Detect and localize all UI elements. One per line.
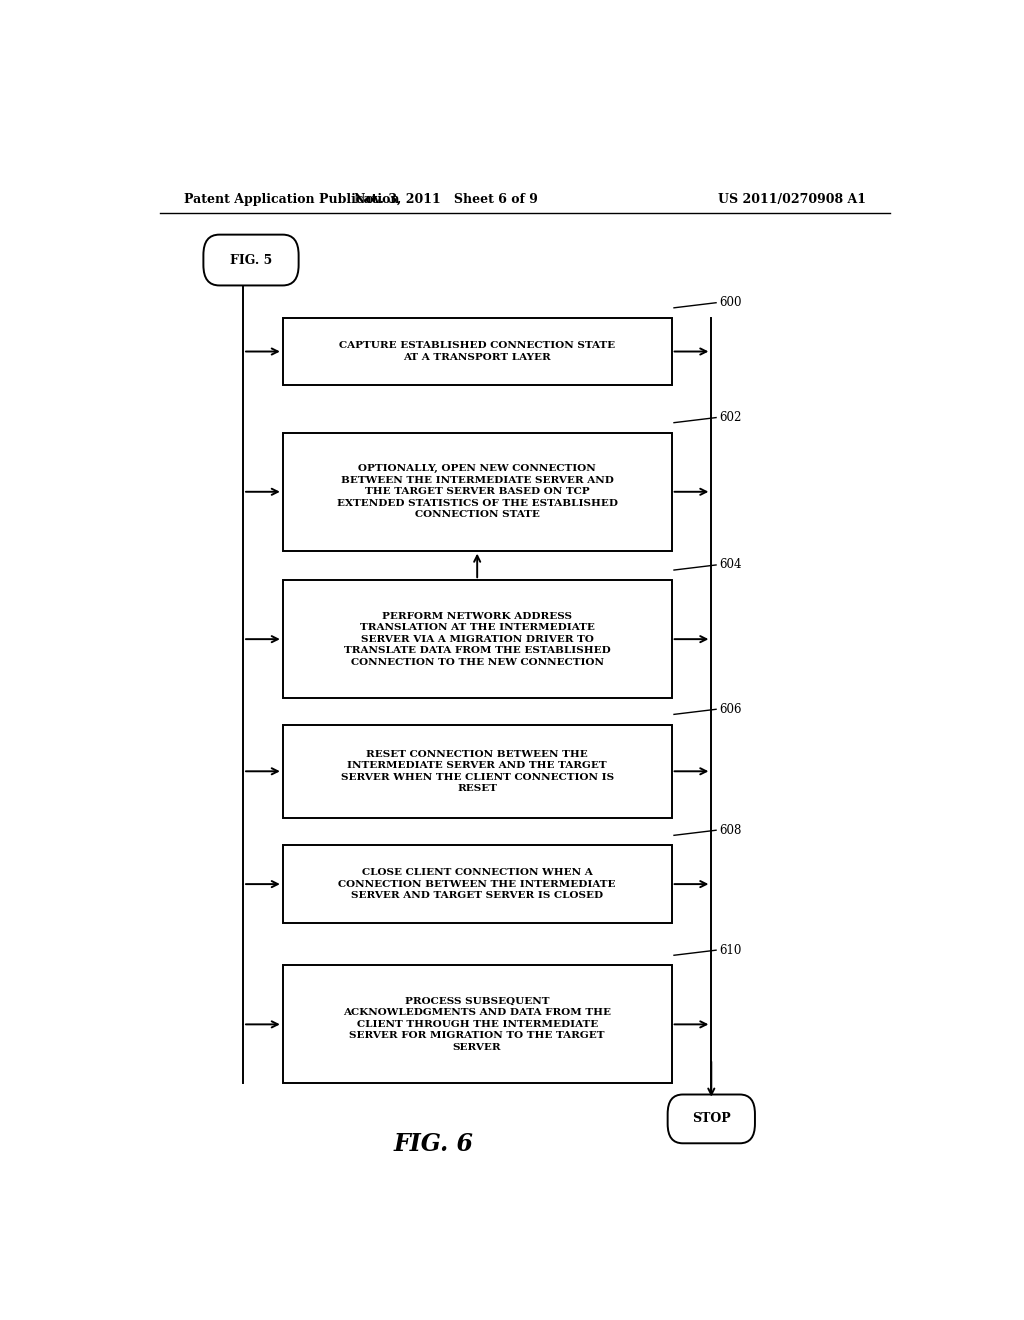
Bar (283, 965, 672, 1084)
Text: 600: 600 (719, 296, 741, 309)
Text: PROCESS SUBSEQUENT
ACKNOWLEDGMENTS AND DATA FROM THE
CLIENT THROUGH THE INTERMED: PROCESS SUBSEQUENT ACKNOWLEDGMENTS AND D… (343, 997, 611, 1052)
FancyBboxPatch shape (204, 235, 299, 285)
Text: FIG. 6: FIG. 6 (393, 1133, 473, 1156)
Text: Patent Application Publication: Patent Application Publication (183, 193, 399, 206)
FancyBboxPatch shape (668, 1094, 755, 1143)
Text: 602: 602 (719, 411, 741, 424)
Text: 608: 608 (719, 824, 741, 837)
Text: CAPTURE ESTABLISHED CONNECTION STATE
AT A TRANSPORT LAYER: CAPTURE ESTABLISHED CONNECTION STATE AT … (339, 342, 615, 362)
Text: Nov. 3, 2011   Sheet 6 of 9: Nov. 3, 2011 Sheet 6 of 9 (353, 193, 538, 206)
Bar (283, 846, 672, 923)
Bar (283, 725, 672, 818)
Text: 610: 610 (719, 944, 741, 957)
Text: CLOSE CLIENT CONNECTION WHEN A
CONNECTION BETWEEN THE INTERMEDIATE
SERVER AND TA: CLOSE CLIENT CONNECTION WHEN A CONNECTIO… (339, 869, 615, 900)
Text: OPTIONALLY, OPEN NEW CONNECTION
BETWEEN THE INTERMEDIATE SERVER AND
THE TARGET S: OPTIONALLY, OPEN NEW CONNECTION BETWEEN … (337, 465, 617, 519)
Text: 606: 606 (719, 702, 741, 715)
Text: PERFORM NETWORK ADDRESS
TRANSLATION AT THE INTERMEDIATE
SERVER VIA A MIGRATION D: PERFORM NETWORK ADDRESS TRANSLATION AT T… (344, 611, 610, 667)
Text: RESET CONNECTION BETWEEN THE
INTERMEDIATE SERVER AND THE TARGET
SERVER WHEN THE : RESET CONNECTION BETWEEN THE INTERMEDIAT… (341, 750, 613, 793)
Text: FIG. 5: FIG. 5 (229, 253, 272, 267)
Text: 604: 604 (719, 558, 741, 572)
Text: US 2011/0270908 A1: US 2011/0270908 A1 (718, 193, 866, 206)
Text: STOP: STOP (692, 1113, 731, 1126)
Bar (283, 318, 672, 385)
Bar (283, 581, 672, 698)
Bar (283, 433, 672, 550)
